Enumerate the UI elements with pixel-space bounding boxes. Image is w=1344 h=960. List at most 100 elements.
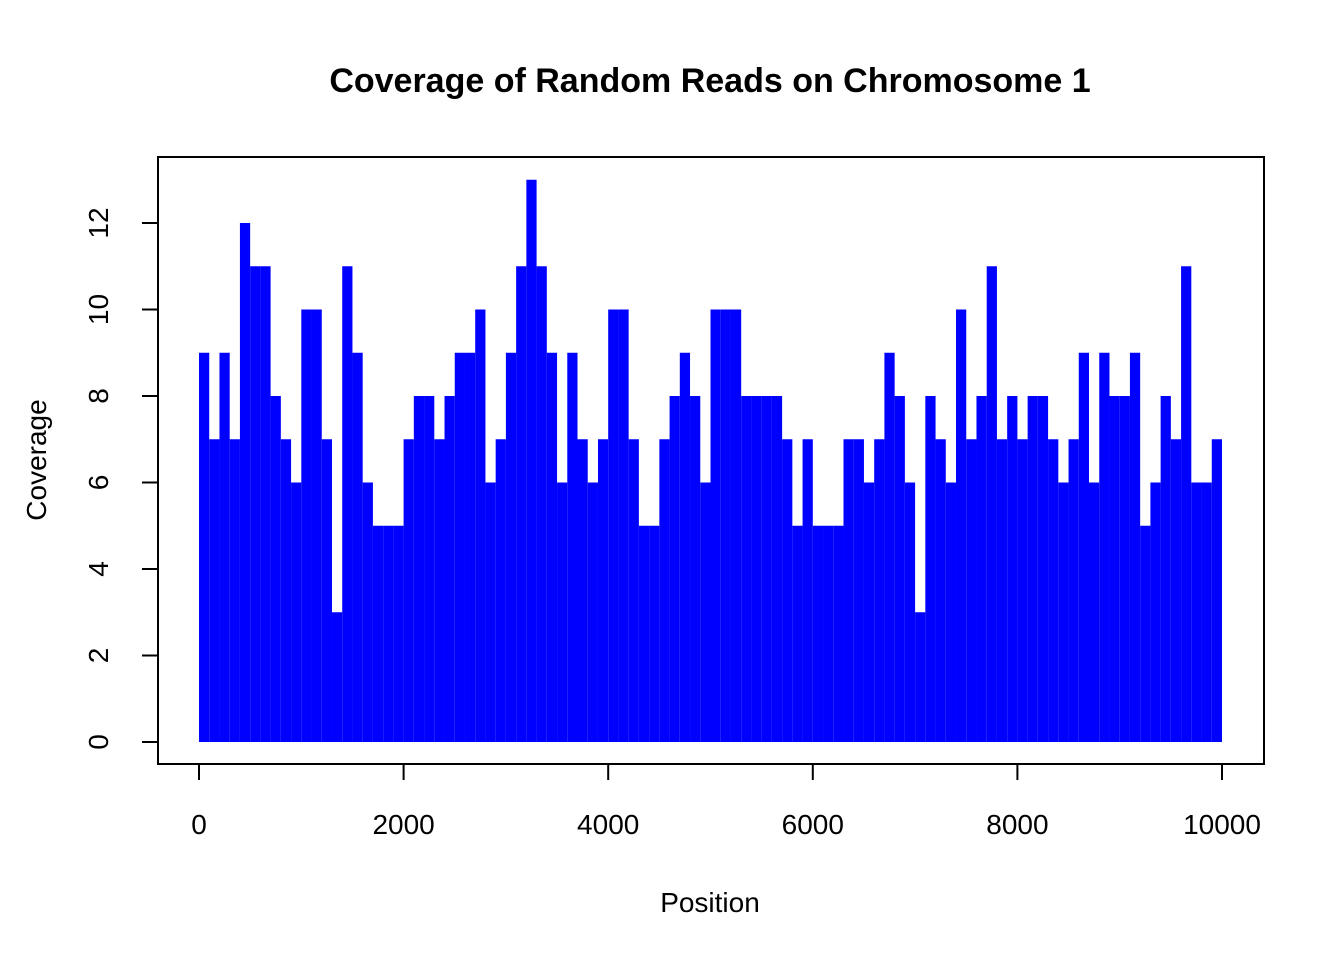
coverage-bar xyxy=(1170,439,1182,742)
coverage-bar xyxy=(925,396,936,742)
coverage-bar xyxy=(792,525,803,742)
x-tick-label: 10000 xyxy=(1183,809,1261,840)
coverage-bar xyxy=(618,309,629,742)
coverage-bar xyxy=(1181,266,1192,742)
coverage-bar xyxy=(352,352,363,742)
coverage-bar xyxy=(741,396,752,742)
coverage-bar xyxy=(260,266,271,742)
coverage-bar xyxy=(679,352,691,742)
coverage-bar xyxy=(771,396,783,742)
coverage-bar xyxy=(1160,396,1171,742)
coverage-bar xyxy=(587,482,598,742)
y-tick-label: 4 xyxy=(83,561,114,577)
coverage-bar xyxy=(209,439,220,742)
coverage-bar xyxy=(362,482,373,742)
coverage-bar xyxy=(710,309,721,742)
coverage-bar xyxy=(853,439,864,742)
coverage-bar xyxy=(1119,396,1130,742)
coverage-bar xyxy=(863,482,875,742)
coverage-bar xyxy=(413,396,425,742)
coverage-bar xyxy=(577,439,588,742)
coverage-bar xyxy=(475,309,486,742)
coverage-bar xyxy=(1027,396,1038,742)
x-tick-label: 2000 xyxy=(372,809,434,840)
coverage-bar xyxy=(843,439,854,742)
coverage-bar xyxy=(229,439,240,742)
coverage-bar xyxy=(956,309,967,742)
coverage-bar xyxy=(986,266,997,742)
coverage-bar xyxy=(1099,352,1110,742)
coverage-bar xyxy=(1068,439,1079,742)
coverage-bar xyxy=(393,525,404,742)
coverage-bar xyxy=(884,352,895,742)
coverage-bar xyxy=(945,482,957,742)
y-tick-label: 8 xyxy=(83,388,114,404)
coverage-bar xyxy=(638,525,650,742)
coverage-bar xyxy=(1109,396,1120,742)
coverage-bar xyxy=(454,352,465,742)
coverage-bar xyxy=(1017,439,1028,742)
coverage-bar xyxy=(1078,352,1090,742)
coverage-bar xyxy=(434,439,445,742)
coverage-bar xyxy=(505,352,517,742)
coverage-bar xyxy=(690,396,701,742)
coverage-bar xyxy=(485,482,496,742)
coverage-bar xyxy=(199,352,210,742)
coverage-bar xyxy=(280,439,292,742)
coverage-bar xyxy=(628,439,639,742)
coverage-bar xyxy=(894,396,905,742)
coverage-bar xyxy=(935,439,946,742)
coverage-bar xyxy=(976,396,987,742)
coverage-bar xyxy=(444,396,455,742)
coverage-bar xyxy=(751,396,762,742)
coverage-bar xyxy=(1150,482,1161,742)
coverage-bar xyxy=(331,612,343,742)
coverage-bar xyxy=(1007,396,1018,742)
coverage-bar xyxy=(342,266,353,742)
coverage-bar xyxy=(291,482,302,742)
coverage-bar xyxy=(403,439,414,742)
coverage-bar xyxy=(1089,482,1100,742)
coverage-bar xyxy=(239,223,251,742)
coverage-bar xyxy=(1211,439,1222,742)
coverage-bar xyxy=(526,179,537,742)
coverage-bar xyxy=(495,439,506,742)
coverage-bar xyxy=(782,439,793,742)
coverage-bar xyxy=(1037,396,1049,742)
coverage-bar xyxy=(464,352,476,742)
coverage-bar xyxy=(761,396,772,742)
coverage-bar xyxy=(424,396,435,742)
coverage-bar xyxy=(597,439,609,742)
coverage-bar xyxy=(812,525,824,742)
coverage-bar xyxy=(720,309,731,742)
x-axis: 0 2000 4000 6000 8000 10000 xyxy=(191,763,1261,840)
coverage-bar xyxy=(536,266,547,742)
coverage-bar xyxy=(802,439,813,742)
coverage-bar xyxy=(219,352,230,742)
x-tick-label: 6000 xyxy=(782,809,844,840)
x-axis-label: Position xyxy=(660,887,760,918)
coverage-bar xyxy=(301,309,312,742)
coverage-bar xyxy=(1140,525,1151,742)
coverage-bar xyxy=(608,309,619,742)
coverage-bar xyxy=(383,525,394,742)
coverage-bar xyxy=(1058,482,1069,742)
y-tick-label: 0 xyxy=(83,734,114,750)
coverage-bar xyxy=(966,439,977,742)
coverage-bar xyxy=(1129,352,1141,742)
coverage-bar xyxy=(1201,482,1212,742)
x-tick-label: 0 xyxy=(191,809,207,840)
y-axis-label: Coverage xyxy=(21,399,52,520)
coverage-bar xyxy=(659,439,670,742)
coverage-bar xyxy=(996,439,1008,742)
coverage-bar xyxy=(557,482,568,742)
y-tick-label: 6 xyxy=(83,475,114,491)
coverage-bar xyxy=(915,612,926,742)
coverage-bar xyxy=(904,482,916,742)
coverage-bar xyxy=(833,525,844,742)
chart-title: Coverage of Random Reads on Chromosome 1 xyxy=(329,62,1090,100)
coverage-bar xyxy=(874,439,885,742)
coverage-bar xyxy=(372,525,384,742)
